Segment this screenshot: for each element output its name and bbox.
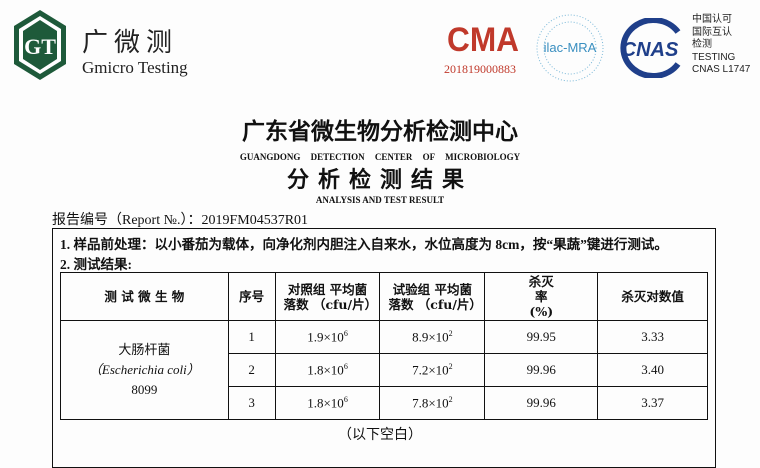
kill-rate: 99.96 — [484, 353, 599, 387]
logo-letters: GT — [24, 34, 56, 59]
blank-below-note: （以下空白） — [338, 428, 422, 443]
organism-strain: 8099 — [131, 382, 158, 397]
ilac-mra-logo: ilac-MRA — [536, 14, 604, 82]
table-row: 2 1.8×106 7.2×102 99.96 3.40 — [61, 353, 708, 387]
ilac-text: ilac-MRA — [544, 40, 597, 55]
result-title-cn: 分析检测结果 — [286, 167, 473, 193]
control-count: 1.8×106 — [274, 353, 381, 387]
cnas-line: 中国认可 — [692, 14, 732, 25]
test-count: 7.2×102 — [379, 353, 486, 387]
cma-text: CMA — [447, 21, 519, 58]
row-number: 1 — [227, 320, 276, 354]
organism-cn: 大肠杆菌 — [118, 342, 171, 357]
cma-logo: CMA — [447, 21, 519, 58]
test-count: 8.9×102 — [379, 320, 486, 354]
kill-rate: 99.96 — [484, 386, 599, 420]
value: 1.8×10 — [307, 362, 344, 378]
center-title-en: GUANGDONG DETECTION CENTER OF MICROBIOLO… — [239, 152, 521, 162]
row-number: 2 — [227, 353, 276, 387]
gmicro-logo: GT — [14, 10, 66, 80]
cnas-logo: CNAS — [620, 18, 681, 78]
organism-cell: 大肠杆菌 （Escherichia coli） 8099 — [60, 320, 229, 420]
header-cell: 序号 — [227, 272, 276, 321]
table-header-row: 测 试 微 生 物 序号 对照组 平均菌落数 （cfu/片） 试验组 平均菌落数… — [60, 272, 708, 321]
exponent: 2 — [448, 394, 453, 404]
control-count: 1.8×106 — [274, 386, 381, 420]
table-row: 大肠杆菌 （Escherichia coli） 8099 1 1.9×106 8… — [60, 320, 708, 420]
test-count: 7.8×102 — [379, 386, 486, 420]
results-table: 测 试 微 生 物 序号 对照组 平均菌落数 （cfu/片） 试验组 平均菌落数… — [60, 272, 708, 420]
cnas-line: 检测 — [692, 39, 712, 50]
brand-name-en: Gmicro Testing — [82, 58, 188, 77]
value: 7.8×10 — [412, 395, 449, 411]
value: 1.8×10 — [307, 395, 344, 411]
cnas-logo-text: CNAS — [622, 39, 679, 61]
table-row: 3 1.8×106 7.8×102 99.96 3.37 — [61, 386, 708, 420]
log-reduction: 3.37 — [597, 386, 708, 420]
center-title-cn: 广东省微生物分析检测中心 — [242, 118, 518, 145]
value: 7.2×10 — [412, 362, 449, 378]
row-number: 3 — [227, 386, 276, 420]
kill-rate: 99.95 — [484, 320, 599, 354]
header-cell: 杀灭率 (%) — [484, 272, 599, 321]
log-reduction: 3.40 — [597, 353, 708, 387]
cnas-line: 国际互认 — [692, 26, 732, 38]
result-title-en: ANALYSIS AND TEST RESULT — [315, 195, 445, 205]
brand-name-cn: 广微测 — [82, 28, 179, 58]
exponent: 6 — [343, 394, 348, 404]
exponent: 2 — [448, 328, 453, 338]
header-cell: 试验组 平均菌落数 （cfu/片） — [379, 272, 486, 321]
cnas-text: 中国认可 国际互认 检测 TESTING CNAS L1747 — [692, 14, 750, 77]
control-count: 1.9×106 — [274, 320, 381, 354]
cnas-line: CNAS L1747 — [692, 64, 751, 75]
results-heading: 2. 测试结果: — [60, 257, 132, 272]
cma-number: 201819000883 — [444, 62, 516, 76]
header-cell: 对照组 平均菌落数 （cfu/片） — [274, 272, 381, 321]
exponent: 6 — [343, 361, 348, 371]
log-reduction: 3.33 — [597, 320, 708, 354]
pretreatment-text: 1. 样品前处理：以小番茄为载体，向净化剂内胆注入自来水，水位高度为 8cm，按… — [60, 237, 668, 252]
header-cell: 测 试 微 生 物 — [60, 272, 229, 321]
exponent: 6 — [343, 328, 348, 338]
value: 1.9×10 — [307, 329, 344, 345]
exponent: 2 — [448, 361, 453, 371]
report-number: 报告编号（Report №.）：2019FM04537R01 — [52, 213, 309, 228]
header-cell: 杀灭对数值 — [597, 272, 708, 321]
value: 8.9×10 — [412, 329, 449, 345]
cnas-line: TESTING — [692, 51, 736, 63]
organism-latin: （Escherichia coli） — [88, 362, 200, 377]
